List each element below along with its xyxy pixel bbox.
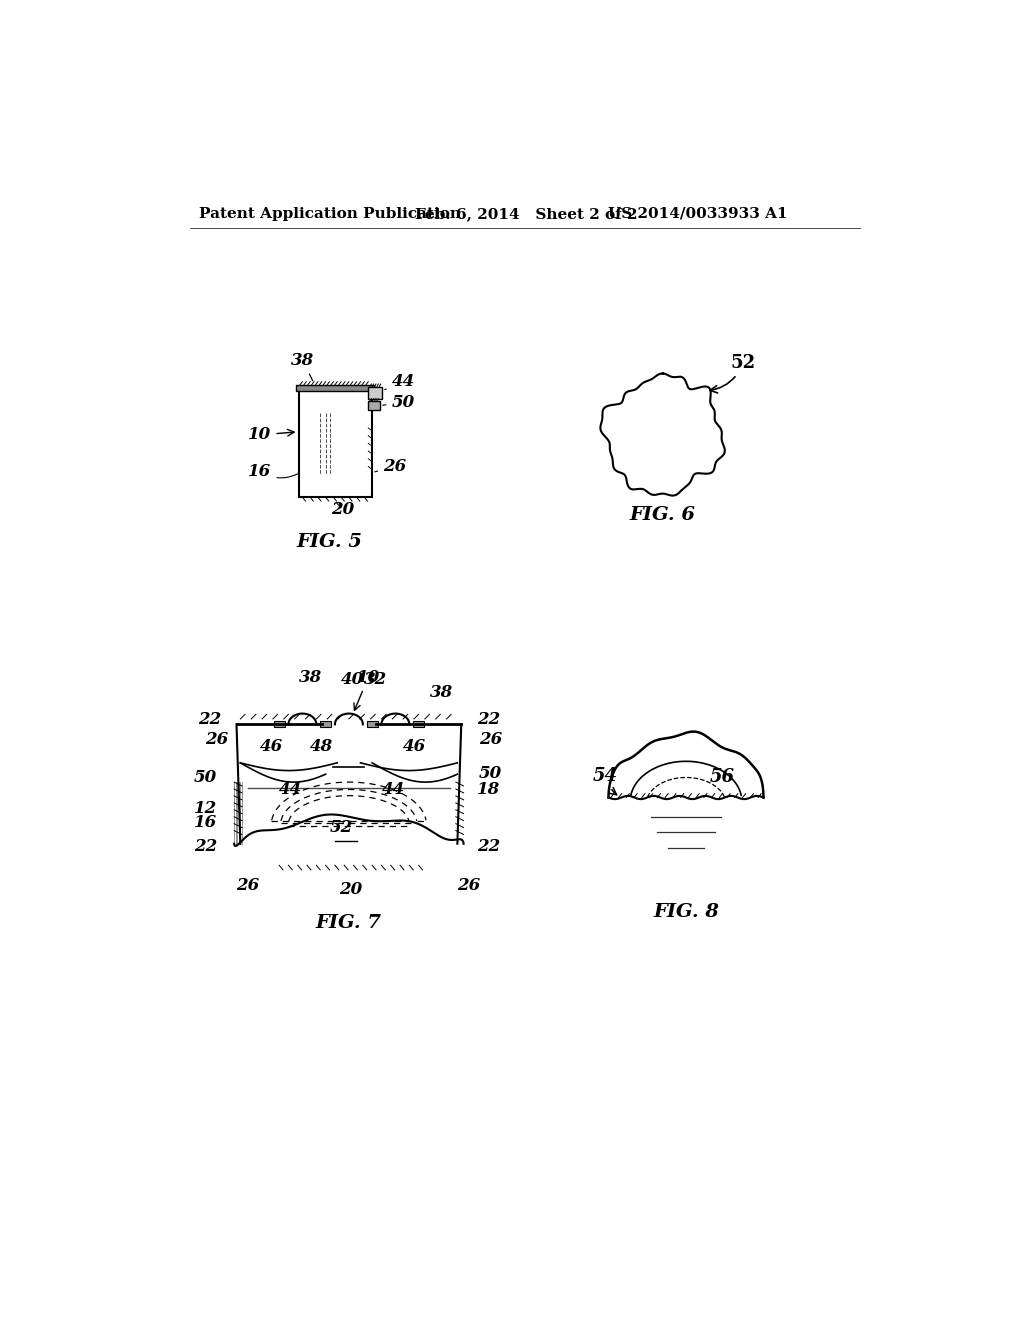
Text: Patent Application Publication: Patent Application Publication	[200, 207, 461, 220]
Text: 46: 46	[260, 738, 283, 755]
Bar	[299, 389, 372, 498]
Text: 54: 54	[593, 767, 618, 795]
Text: 46: 46	[403, 738, 426, 755]
Text: 50: 50	[479, 766, 503, 783]
Text: 22: 22	[194, 838, 217, 855]
Text: FIG. 6: FIG. 6	[630, 507, 695, 524]
Text: 10: 10	[248, 426, 294, 444]
Text: 10: 10	[354, 669, 380, 710]
Text: 32: 32	[365, 671, 388, 688]
Text: 50: 50	[194, 770, 217, 787]
Bar	[296, 385, 375, 391]
Text: 16: 16	[248, 462, 298, 479]
Text: 26: 26	[375, 458, 407, 475]
Text: Feb. 6, 2014   Sheet 2 of 2: Feb. 6, 2014 Sheet 2 of 2	[415, 207, 637, 220]
Text: 22: 22	[477, 838, 500, 855]
Text: FIG. 7: FIG. 7	[315, 915, 382, 932]
Bar	[273, 721, 285, 726]
Text: 16: 16	[194, 813, 217, 830]
Bar	[414, 721, 424, 726]
Text: 26: 26	[458, 876, 480, 894]
Bar	[369, 401, 380, 411]
Text: 22: 22	[198, 711, 221, 729]
Text: 20: 20	[331, 502, 354, 519]
Text: 22: 22	[477, 711, 500, 729]
Text: 38: 38	[299, 669, 322, 686]
Text: 12: 12	[194, 800, 217, 817]
Text: FIG. 5: FIG. 5	[297, 533, 362, 552]
Bar	[369, 387, 382, 400]
Text: 44: 44	[381, 780, 404, 797]
Bar	[321, 721, 331, 726]
Text: 40: 40	[341, 671, 365, 688]
Text: 26: 26	[206, 730, 228, 747]
Text: 52: 52	[330, 820, 352, 836]
Text: 56: 56	[710, 768, 734, 787]
Text: 38: 38	[430, 684, 454, 701]
Text: 44: 44	[385, 372, 415, 389]
Text: FIG. 8: FIG. 8	[653, 903, 719, 921]
Text: 18: 18	[477, 780, 500, 797]
Text: 20: 20	[340, 880, 362, 898]
Text: 38: 38	[291, 351, 314, 380]
Text: 26: 26	[479, 730, 503, 747]
Text: 52: 52	[710, 354, 756, 393]
Text: 26: 26	[237, 876, 260, 894]
Bar	[367, 721, 378, 726]
Text: 44: 44	[280, 780, 302, 797]
Text: 50: 50	[383, 395, 415, 411]
Text: 48: 48	[310, 738, 334, 755]
Text: US 2014/0033933 A1: US 2014/0033933 A1	[608, 207, 788, 220]
